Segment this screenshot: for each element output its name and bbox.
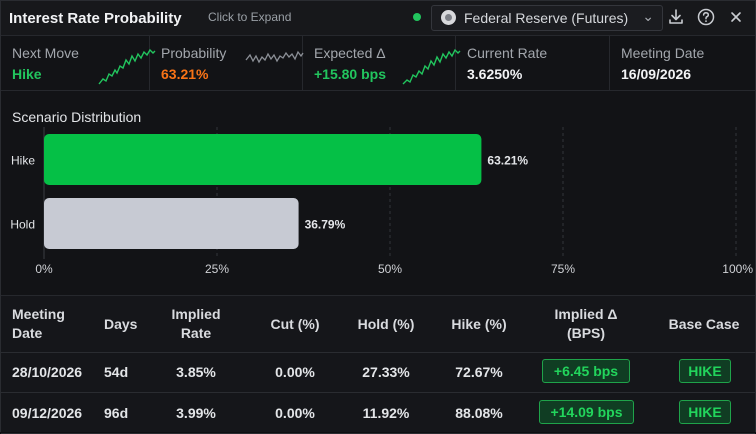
help-icon[interactable] [696,7,716,27]
data-label: 63.21% [487,154,528,168]
cell-hold: 11.92% [362,405,410,421]
bar-hold[interactable] [44,198,299,249]
cell-days: 96d [104,405,129,421]
implied-delta-badge: +14.09 bps [539,400,634,424]
th-cut: Cut (%) [270,316,320,332]
widget-title: Interest Rate Probability [9,10,182,27]
cell-hike: 72.67% [455,364,503,380]
cell-days: 54d [104,364,129,380]
live-status-dot [413,13,421,21]
chart-title: Scenario Distribution [12,109,142,125]
x-tick-label: 0% [35,262,53,276]
cell-rate: 3.85% [176,364,216,380]
sparkline-up-icon [402,48,461,85]
source-label: Federal Reserve (Futures) [464,10,629,26]
stat-value: 63.21% [161,66,209,82]
scenario-bar-chart: Hike 63.21% Hold 36.79% 0% 25% 50% 75% 100% [10,127,753,276]
cell-rate: 3.99% [176,405,216,421]
chevron-down-icon: ⌄ [642,8,654,24]
stat-value: 16/09/2026 [621,66,692,82]
close-icon[interactable] [726,7,746,27]
th-hold: Hold (%) [357,316,415,332]
stat-current-rate: Current Rate 3.6250% [456,36,610,90]
cell-cut: 0.00% [275,405,315,421]
table-row[interactable]: 09/12/2026 96d 3.99% 0.00% 11.92% 88.08%… [1,393,755,434]
cell-hike: 88.08% [455,405,503,421]
category-label: Hold [10,218,35,232]
federal-reserve-seal-icon [441,10,456,25]
stat-value: +15.80 bps [314,66,386,82]
th-meeting-date: Meeting Date [12,306,65,341]
bar-hike[interactable] [44,134,482,185]
expand-link[interactable]: Click to Expand [208,10,292,24]
stats-bar: Next Move Hike Probability 63.21% Expect… [1,36,755,91]
x-tick-label: 50% [378,262,402,276]
scenario-chart: Scenario Distribution Hike 63.21% Hold 36.7… [1,97,755,289]
th-hike: Hike (%) [451,316,507,332]
widget-header: Interest Rate Probability Click to Expan… [1,1,755,36]
data-label: 36.79% [305,218,346,232]
stat-meeting-date: Meeting Date 16/09/2026 [610,36,755,90]
stat-value: 3.6250% [467,66,523,82]
stat-label: Expected Δ [314,45,386,61]
base-case-badge: HIKE [679,400,731,424]
stat-label: Meeting Date [621,45,705,61]
stat-label: Current Rate [467,45,548,61]
cell-date: 09/12/2026 [12,405,83,421]
table-header-row: Meeting Date Days Implied Rate Cut (%) Hol… [1,296,755,353]
stat-label: Next Move [12,45,79,61]
stat-value: Hike [12,66,42,82]
cell-date: 28/10/2026 [12,364,83,380]
stat-next-move: Next Move Hike [1,36,156,90]
meetings-table: Meeting Date Days Implied Rate Cut (%) Hol… [1,295,755,434]
stat-expected-delta: Expected Δ +15.80 bps [303,36,461,90]
th-base-case: Base Case [668,316,740,332]
category-label: Hike [11,154,35,168]
stat-label: Probability [161,45,227,61]
th-implied-delta: Implied Δ (BPS) [554,306,618,341]
stat-probability: Probability 63.21% [150,36,304,90]
x-tick-label: 100% [722,262,753,276]
x-tick-label: 75% [551,262,575,276]
table-row[interactable]: 28/10/2026 54d 3.85% 0.00% 27.33% 72.67%… [1,352,755,393]
implied-delta-badge: +6.45 bps [542,359,630,383]
th-days: Days [104,316,138,332]
x-tick-label: 25% [205,262,229,276]
th-implied-rate: Implied Rate [171,306,221,341]
cell-hold: 27.33% [362,364,410,380]
cell-cut: 0.00% [275,364,315,380]
source-select[interactable]: Federal Reserve (Futures) ⌄ [431,5,663,31]
sparkline-flat-icon [245,50,304,64]
sparkline-up-icon [98,48,156,85]
download-icon[interactable] [666,7,686,27]
base-case-badge: HIKE [679,359,731,383]
